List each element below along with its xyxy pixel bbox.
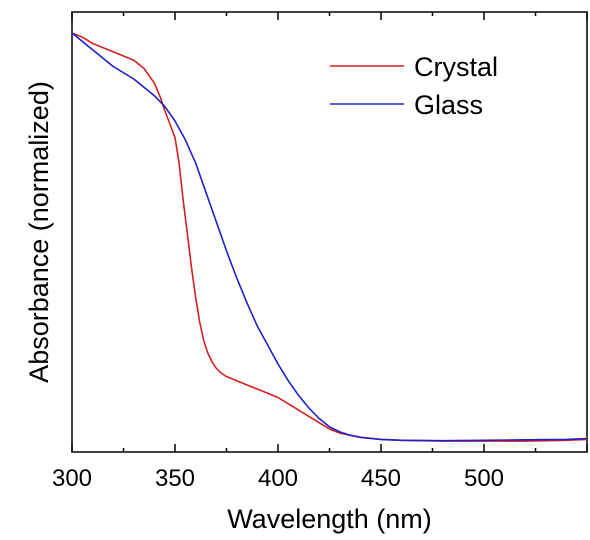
y-axis-title: Absorbance (normalized) — [24, 81, 54, 383]
series-line-crystal — [71, 32, 588, 442]
x-tick-label: 350 — [155, 465, 195, 492]
x-axis-title: Wavelength (nm) — [227, 504, 432, 534]
series-lines — [71, 32, 588, 442]
tick-marks — [71, 12, 588, 452]
x-tick-label: 300 — [52, 465, 92, 492]
plot-frame — [71, 11, 588, 453]
legend: Crystal Glass — [330, 52, 498, 120]
legend-label-glass: Glass — [414, 90, 483, 120]
x-tick-label: 500 — [464, 465, 504, 492]
series-line-glass — [71, 32, 588, 442]
x-tick-label: 450 — [361, 465, 401, 492]
legend-label-crystal: Crystal — [414, 52, 498, 82]
x-tick-labels: 300 350 400 450 500 — [52, 465, 504, 492]
x-tick-label: 400 — [258, 465, 298, 492]
